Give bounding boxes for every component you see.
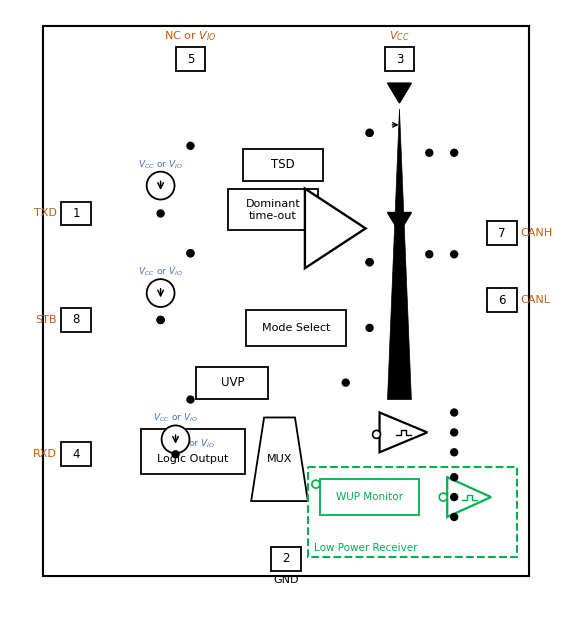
Circle shape — [366, 259, 373, 266]
Text: $V_{CC}$ or $V_{IO}$: $V_{CC}$ or $V_{IO}$ — [153, 411, 198, 424]
Text: RXD: RXD — [33, 449, 57, 459]
Circle shape — [187, 396, 194, 403]
Bar — [243, 149, 323, 181]
Polygon shape — [305, 189, 366, 268]
Text: $V_{CC}$ or $V_{IO}$: $V_{CC}$ or $V_{IO}$ — [138, 266, 183, 278]
Text: 7: 7 — [498, 227, 506, 240]
Bar — [487, 222, 517, 246]
Bar — [246, 310, 345, 346]
Bar — [487, 288, 517, 312]
Circle shape — [366, 259, 373, 266]
Circle shape — [366, 325, 373, 331]
Circle shape — [342, 379, 349, 386]
Text: 3: 3 — [396, 52, 403, 66]
Text: TXD: TXD — [34, 209, 57, 218]
Text: MUX: MUX — [267, 454, 293, 464]
Text: 1: 1 — [72, 207, 80, 220]
Text: $V_{CC}$ or $V_{IO}$: $V_{CC}$ or $V_{IO}$ — [138, 159, 183, 171]
Bar — [228, 189, 318, 230]
Circle shape — [146, 172, 174, 199]
Bar — [308, 467, 517, 557]
Circle shape — [451, 409, 458, 416]
Circle shape — [451, 474, 458, 481]
Text: 8: 8 — [72, 313, 80, 326]
Circle shape — [451, 494, 458, 500]
Bar — [196, 366, 268, 399]
Text: TSD: TSD — [271, 158, 295, 171]
Circle shape — [426, 149, 433, 156]
Polygon shape — [387, 83, 411, 103]
Polygon shape — [387, 109, 411, 400]
Bar — [320, 479, 419, 515]
Text: NC or $V_{IO}$: NC or $V_{IO}$ — [164, 30, 217, 43]
Text: time-out: time-out — [249, 212, 297, 222]
Text: $V_{CC}$: $V_{CC}$ — [389, 30, 410, 43]
Bar — [141, 429, 245, 474]
Bar — [61, 442, 91, 466]
Circle shape — [451, 449, 458, 456]
Text: GND: GND — [273, 574, 299, 585]
Polygon shape — [251, 418, 308, 501]
Circle shape — [157, 317, 164, 323]
Circle shape — [451, 251, 458, 258]
Circle shape — [372, 431, 380, 438]
Circle shape — [157, 210, 164, 217]
Circle shape — [366, 130, 373, 136]
Circle shape — [146, 279, 174, 307]
Text: CANL: CANL — [521, 295, 551, 305]
Bar — [271, 547, 301, 571]
Circle shape — [451, 429, 458, 436]
Text: 4: 4 — [72, 448, 80, 461]
Circle shape — [439, 493, 447, 501]
Text: WUP Monitor: WUP Monitor — [336, 492, 403, 502]
Polygon shape — [387, 212, 411, 233]
Text: 5: 5 — [187, 52, 194, 66]
Text: $V_{CC}$ or $V_{IO}$: $V_{CC}$ or $V_{IO}$ — [170, 437, 216, 450]
Bar — [176, 48, 205, 71]
Text: 6: 6 — [498, 294, 506, 307]
Text: Mode Select: Mode Select — [262, 323, 330, 333]
Text: 2: 2 — [282, 552, 290, 565]
Circle shape — [157, 317, 164, 323]
Circle shape — [451, 513, 458, 521]
Circle shape — [312, 480, 320, 488]
Circle shape — [366, 130, 373, 136]
Circle shape — [426, 251, 433, 258]
Circle shape — [187, 250, 194, 257]
Polygon shape — [380, 413, 427, 452]
Text: STB: STB — [35, 315, 57, 325]
Bar — [43, 27, 529, 576]
Bar — [384, 48, 414, 71]
Text: Low Power Receiver: Low Power Receiver — [314, 543, 418, 553]
Text: UVP: UVP — [221, 376, 244, 389]
Text: Dominant: Dominant — [246, 199, 300, 209]
Polygon shape — [447, 477, 491, 517]
Text: Logic Output: Logic Output — [157, 453, 229, 464]
Circle shape — [162, 426, 189, 453]
Text: CANH: CANH — [521, 228, 553, 238]
Circle shape — [187, 250, 194, 257]
Bar — [61, 202, 91, 225]
Circle shape — [451, 149, 458, 156]
Bar — [61, 308, 91, 332]
Circle shape — [187, 143, 194, 149]
Circle shape — [172, 451, 179, 458]
